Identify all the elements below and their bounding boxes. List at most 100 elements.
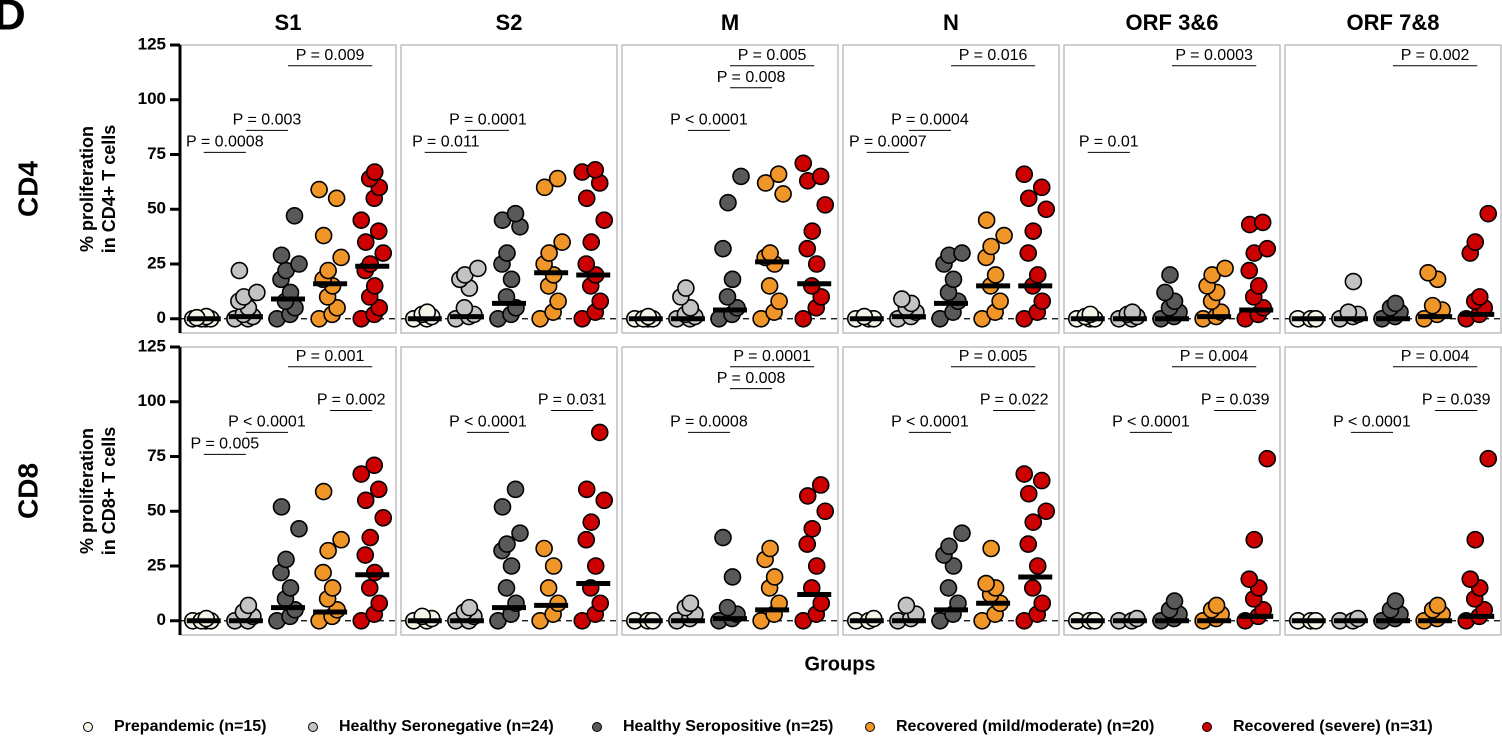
p-value: P < 0.0001 bbox=[228, 414, 306, 431]
data-point bbox=[314, 563, 332, 582]
p-value: P = 0.001 bbox=[296, 348, 365, 365]
y-tick-label: 25 bbox=[147, 555, 166, 574]
data-point bbox=[939, 579, 958, 597]
legend-label: Recovered (severe) (n=31) bbox=[1233, 718, 1433, 735]
data-point bbox=[506, 204, 525, 223]
data-point bbox=[765, 568, 784, 586]
data-point bbox=[548, 169, 567, 188]
data-point bbox=[356, 233, 375, 251]
data-point bbox=[332, 530, 350, 549]
y-axis-label: in CD8+ T cells bbox=[99, 427, 119, 556]
data-point bbox=[332, 248, 350, 267]
data-point bbox=[723, 270, 742, 289]
p-value: P = 0.0001 bbox=[733, 348, 811, 365]
data-point bbox=[327, 189, 346, 208]
data-point bbox=[816, 502, 835, 521]
data-point bbox=[794, 309, 813, 328]
data-point bbox=[798, 535, 817, 553]
data-point bbox=[812, 288, 831, 306]
y-tick-label: 100 bbox=[138, 391, 166, 410]
data-point bbox=[770, 292, 788, 311]
data-point bbox=[761, 539, 779, 558]
panel-frame bbox=[1284, 346, 1502, 636]
data-point bbox=[1033, 292, 1052, 311]
data-point bbox=[369, 480, 388, 499]
data-point bbox=[1037, 200, 1056, 219]
data-point bbox=[1028, 557, 1047, 575]
legend-marker bbox=[1202, 722, 1212, 732]
data-point bbox=[714, 528, 732, 547]
p-value: P = 0.0001 bbox=[449, 112, 527, 129]
data-point bbox=[807, 557, 826, 575]
data-point bbox=[1037, 502, 1056, 521]
data-point bbox=[714, 239, 732, 258]
panel-frame bbox=[842, 44, 1060, 334]
data-point bbox=[1258, 449, 1277, 468]
panel-title: S2 bbox=[496, 10, 523, 35]
data-point bbox=[812, 594, 831, 613]
data-point bbox=[310, 180, 328, 199]
data-point bbox=[681, 594, 700, 613]
legend-marker bbox=[865, 722, 875, 732]
p-value: P < 0.0001 bbox=[449, 414, 527, 431]
data-point bbox=[365, 163, 384, 181]
data-point bbox=[539, 579, 558, 597]
legend-marker bbox=[308, 722, 318, 732]
data-point bbox=[365, 277, 384, 295]
data-point bbox=[953, 524, 971, 542]
data-point bbox=[549, 292, 567, 311]
panel-title: ORF 7&8 bbox=[1347, 10, 1440, 35]
panel-frame bbox=[400, 346, 618, 636]
p-value: P = 0.0003 bbox=[1175, 47, 1253, 64]
data-point bbox=[1258, 239, 1277, 258]
data-point bbox=[1033, 594, 1052, 613]
legend-label: Recovered (mild/moderate) (n=20) bbox=[896, 718, 1154, 735]
y-tick-label: 0 bbox=[157, 308, 166, 327]
legend-label: Healthy Seropositive (n=25) bbox=[623, 718, 833, 735]
data-point bbox=[361, 528, 380, 547]
panel-frame bbox=[621, 44, 839, 334]
data-point bbox=[953, 244, 971, 262]
data-point bbox=[370, 299, 389, 317]
data-point bbox=[732, 167, 750, 186]
panel-frame bbox=[842, 346, 1060, 636]
data-point bbox=[328, 299, 346, 317]
data-point bbox=[469, 259, 487, 278]
data-point bbox=[553, 233, 571, 251]
data-point bbox=[1479, 449, 1498, 468]
data-point bbox=[1028, 266, 1047, 284]
data-point bbox=[540, 244, 558, 262]
data-point bbox=[460, 598, 479, 617]
data-point bbox=[897, 596, 916, 615]
data-point bbox=[1423, 296, 1442, 315]
data-point bbox=[1245, 530, 1264, 549]
data-point bbox=[1428, 596, 1447, 615]
p-value: P = 0.009 bbox=[296, 47, 365, 64]
data-point bbox=[586, 557, 605, 575]
x-axis-label: Groups bbox=[804, 653, 875, 675]
panel-title: S1 bbox=[275, 10, 302, 35]
data-point bbox=[1024, 222, 1043, 240]
data-point bbox=[285, 207, 304, 225]
data-point bbox=[991, 292, 1009, 311]
data-point bbox=[1024, 513, 1043, 532]
panel-frame bbox=[1063, 44, 1281, 334]
data-point bbox=[761, 244, 779, 262]
p-value: P = 0.039 bbox=[1422, 392, 1491, 409]
data-point bbox=[1216, 259, 1234, 278]
data-point bbox=[582, 233, 601, 251]
data-point bbox=[1466, 233, 1485, 251]
data-point bbox=[1240, 570, 1259, 588]
data-point bbox=[314, 226, 333, 245]
y-tick-label: 125 bbox=[138, 34, 166, 53]
p-value: P = 0.008 bbox=[717, 69, 786, 86]
y-axis-label: in CD4+ T cells bbox=[99, 125, 119, 254]
panel-frame bbox=[621, 346, 839, 636]
y-tick-label: 75 bbox=[147, 446, 166, 465]
data-point bbox=[1386, 592, 1405, 610]
data-point bbox=[893, 290, 911, 308]
data-point bbox=[374, 509, 393, 527]
data-point bbox=[1156, 283, 1174, 302]
data-point bbox=[498, 535, 516, 553]
